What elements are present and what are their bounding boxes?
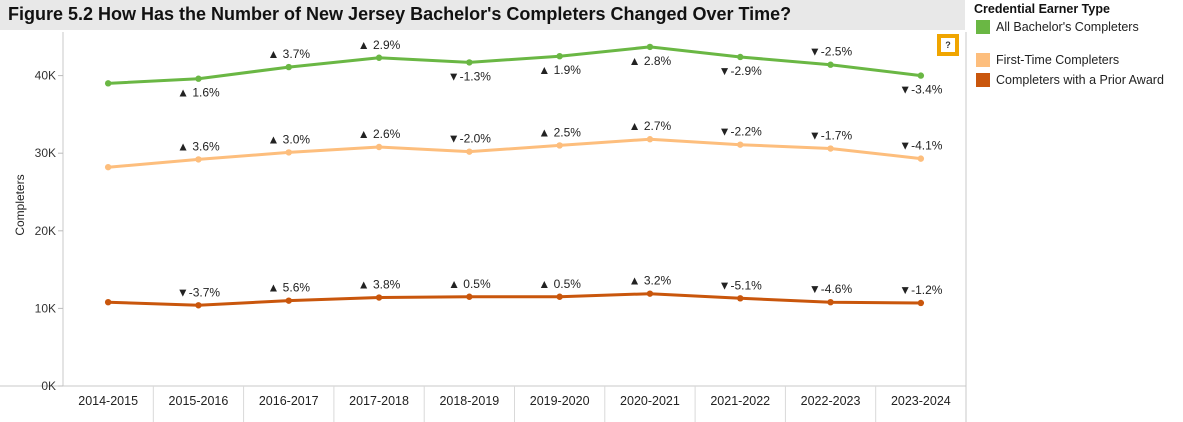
data-point <box>737 53 744 61</box>
data-point <box>104 80 112 87</box>
data-point <box>195 156 202 163</box>
y-tick-label: 0K <box>41 379 56 393</box>
data-point <box>375 294 383 301</box>
x-tick-label: 2014-2015 <box>78 394 138 408</box>
x-tick-label: 2021-2022 <box>710 394 770 408</box>
legend-swatch <box>976 72 990 87</box>
x-tick-label: 2016-2017 <box>259 394 319 408</box>
data-label: ▼-4.6% <box>809 282 853 296</box>
x-tick-label: 2017-2018 <box>349 394 409 408</box>
x-tick-label: 2019-2020 <box>530 394 590 408</box>
data-point <box>646 290 654 297</box>
data-point <box>104 298 112 306</box>
data-label: ▲ 0.5% <box>448 277 491 291</box>
chart-marks: ▲ 1.6% ▲ 3.7% ▲ 2.9% ▼-1.3% ▲ 1.9% ▲ 2.8% ▼-2.… <box>104 38 943 309</box>
data-point <box>556 293 563 300</box>
chart-series <box>106 45 923 307</box>
y-tick-label: 20K <box>35 224 56 238</box>
data-label: ▼-2.5% <box>809 45 853 59</box>
legend-label: All Bachelor's Completers <box>996 19 1139 34</box>
data-point <box>466 148 473 155</box>
series-line-2 <box>106 292 923 307</box>
data-label: ▲ 3.2% <box>629 274 672 288</box>
data-point <box>827 145 834 152</box>
data-point <box>917 72 925 79</box>
help-icon[interactable]: ? <box>937 34 959 56</box>
series-line-1 <box>106 137 923 169</box>
data-point <box>827 61 834 68</box>
data-label: ▼-4.1% <box>899 139 943 153</box>
x-tick-label: 2020-2021 <box>620 394 680 408</box>
data-label: ▼-1.3% <box>448 69 492 83</box>
data-label: ▼-3.4% <box>899 83 943 97</box>
series-line-0 <box>106 45 923 85</box>
data-label: ▲ 2.8% <box>629 54 672 68</box>
data-label: ▼-1.7% <box>809 129 853 143</box>
legend-item-first-time[interactable]: First-Time Completers <box>976 51 1119 67</box>
data-label: ▲ 0.5% <box>538 277 581 291</box>
legend: Credential Earner Type All Bachelor's Co… <box>974 0 1179 87</box>
data-point <box>556 142 563 149</box>
data-point <box>646 136 654 143</box>
data-label: ▲ 3.7% <box>267 47 310 61</box>
data-point <box>556 53 563 60</box>
data-point <box>827 298 834 306</box>
legend-swatch <box>976 52 990 67</box>
data-point <box>646 43 654 51</box>
x-tick-label: 2015-2016 <box>169 394 229 408</box>
y-tick-label: 40K <box>35 69 56 83</box>
data-point <box>917 299 925 307</box>
legend-swatch <box>976 19 990 34</box>
data-point <box>285 63 292 71</box>
line-chart: 0K 10K 20K 30K 40K Completers 2014-2015 2015-20… <box>0 32 967 422</box>
data-label: ▲ 2.7% <box>629 119 672 133</box>
data-label: ▲ 5.6% <box>267 281 310 295</box>
legend-item-prior-award[interactable]: Completers with a Prior Award <box>976 71 1164 87</box>
data-label: ▼-5.1% <box>719 278 763 292</box>
legend-label: First-Time Completers <box>996 52 1120 67</box>
page-title: Figure 5.2 How Has the Number of New Jer… <box>8 4 792 24</box>
y-axis-title: Completers <box>13 174 27 235</box>
help-icon-glyph: ? <box>941 38 955 52</box>
data-label: ▲ 1.6% <box>177 86 220 100</box>
data-label: ▼-2.9% <box>719 64 763 78</box>
data-point <box>375 54 383 61</box>
data-point <box>737 295 744 302</box>
data-label: ▼-2.0% <box>448 132 492 146</box>
data-label: ▲ 3.6% <box>177 139 220 153</box>
x-tick-label: 2018-2019 <box>439 394 499 408</box>
data-label: ▲ 2.9% <box>358 38 401 52</box>
data-label: ▲ 2.6% <box>358 127 401 141</box>
data-point <box>375 143 383 151</box>
data-point <box>195 302 202 309</box>
title-bar: Figure 5.2 How Has the Number of New Jer… <box>0 0 965 30</box>
y-tick-label: 30K <box>35 146 56 160</box>
data-label: ▼-3.7% <box>177 285 221 299</box>
data-label: ▲ 3.0% <box>267 132 310 146</box>
legend-label: Completers with a Prior Award <box>996 72 1164 87</box>
data-label: ▲ 3.8% <box>358 278 401 292</box>
data-point <box>285 149 292 156</box>
data-point <box>917 155 925 162</box>
data-point <box>285 297 292 304</box>
x-tick-label: 2022-2023 <box>801 394 861 408</box>
data-point <box>195 75 202 82</box>
chart-axes: 0K 10K 20K 30K 40K Completers 2014-2015 2015-20… <box>0 32 967 422</box>
data-point <box>466 59 473 66</box>
data-label: ▼-2.2% <box>719 125 763 139</box>
data-label: ▼-1.2% <box>899 283 943 297</box>
y-tick-label: 10K <box>35 301 56 315</box>
x-tick-label: 2023-2024 <box>891 394 951 408</box>
data-point <box>466 293 473 300</box>
legend-item-all-bachelors[interactable]: All Bachelor's Completers <box>976 18 1139 34</box>
legend-title: Credential Earner Type <box>974 2 1110 16</box>
data-point <box>737 141 744 148</box>
data-label: ▲ 2.5% <box>538 125 581 139</box>
data-point <box>104 163 112 171</box>
data-label: ▲ 1.9% <box>538 63 581 77</box>
